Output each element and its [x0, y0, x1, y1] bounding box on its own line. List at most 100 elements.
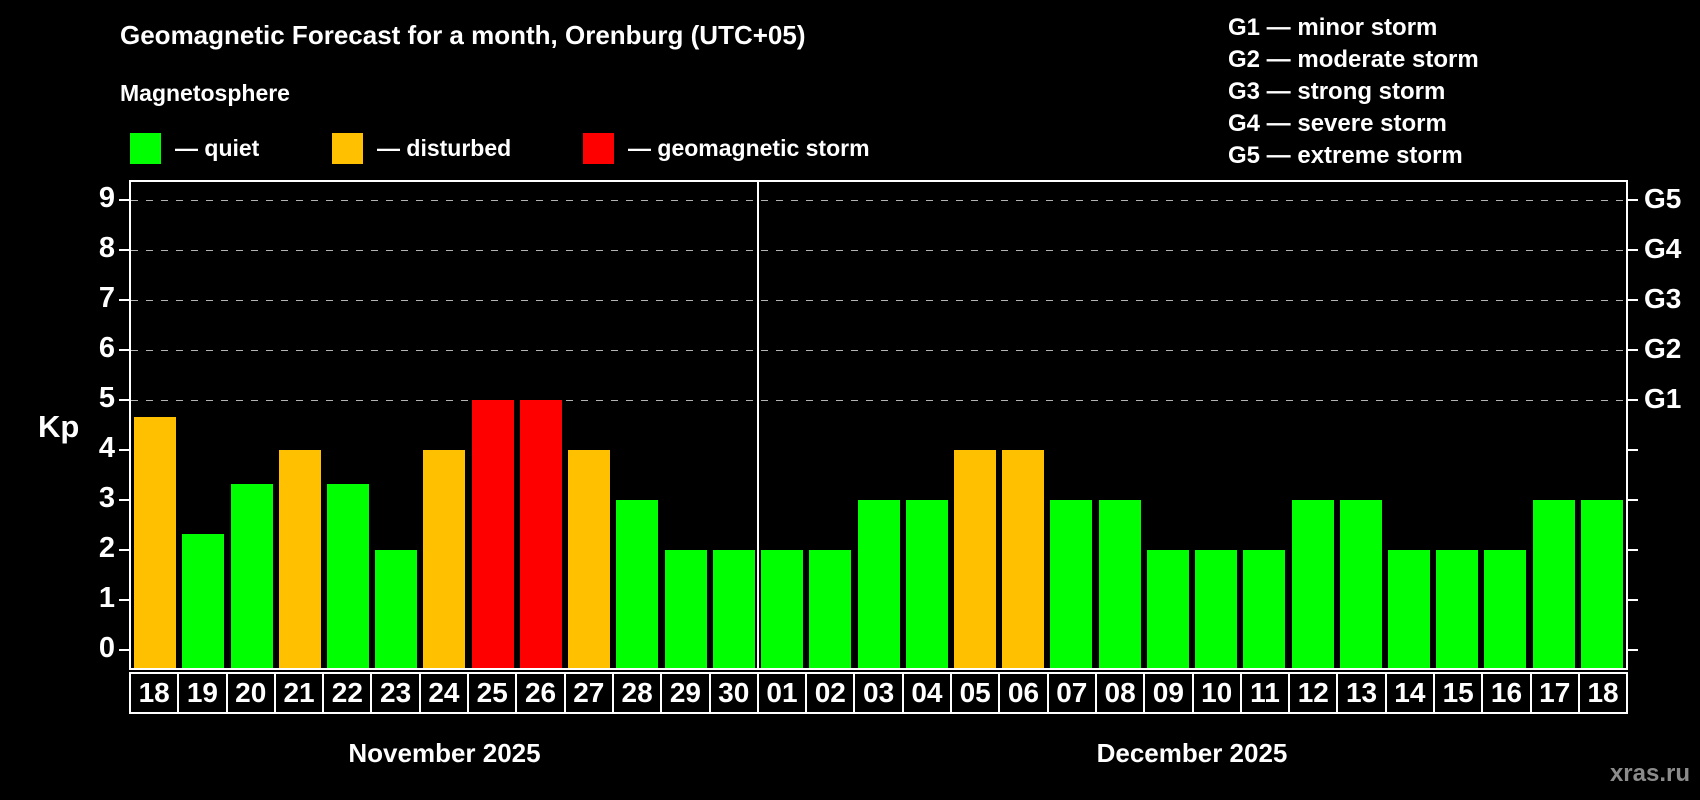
bar-day-09: [1146, 550, 1189, 668]
bar-day-10: [1195, 550, 1238, 668]
y-tick-label-0: 0: [98, 632, 115, 664]
day-label-24: 24: [418, 672, 470, 714]
bar-day-28: [616, 500, 659, 668]
y-tick-left-8: [119, 249, 129, 251]
day-label-22: 22: [322, 672, 373, 714]
gridline-kp9: [131, 200, 1626, 201]
y-tick-right-9: [1628, 199, 1638, 201]
storm-scale-g4: G4 — severe storm: [1228, 110, 1447, 137]
day-label-23: 23: [370, 672, 421, 714]
bar-day-02: [809, 550, 852, 668]
bar-day-06: [1002, 450, 1045, 668]
chart-title: Geomagnetic Forecast for a month, Orenbu…: [120, 20, 806, 50]
storm-scale-g1: G1 — minor storm: [1228, 14, 1438, 41]
y-tick-left-3: [119, 499, 129, 501]
y-tick-label-9: 9: [98, 182, 115, 214]
bar-day-13: [1339, 500, 1382, 668]
y-tick-label-8: 8: [98, 232, 115, 264]
gridline-kp6: [131, 350, 1626, 351]
y-tick-left-4: [119, 449, 129, 451]
bar-day-12: [1291, 500, 1334, 668]
right-axis-label-g2: G2: [1644, 333, 1682, 364]
month-label-november: November 2025: [348, 738, 541, 768]
bar-day-11: [1243, 550, 1286, 668]
plot-area: 0 1 2 3 4 5 6 7 8 9 G1 G2 G3 G4 G5: [99, 180, 1681, 670]
bar-day-30: [712, 550, 755, 668]
y-tick-label-3: 3: [98, 482, 115, 514]
day-label-28: 28: [611, 672, 663, 714]
y-tick-label-4: 4: [98, 432, 115, 464]
day-label-30: 30: [708, 672, 759, 714]
chart-subtitle: Magnetosphere: [120, 80, 290, 106]
bar-day-20: [230, 483, 273, 668]
bar-day-26: [519, 400, 562, 668]
day-label-04: 04: [901, 672, 953, 714]
day-label-19: 19: [177, 672, 228, 714]
day-label-10: 10: [1191, 672, 1242, 714]
day-label-01: 01: [756, 672, 808, 714]
bar-day-15: [1436, 550, 1479, 668]
legend-label-disturbed: — disturbed: [377, 135, 512, 161]
y-tick-left-0: [119, 649, 129, 651]
storm-scale-legend: G1 — minor storm G2 — moderate storm G3 …: [1228, 12, 1479, 172]
day-label-09: 09: [1143, 672, 1194, 714]
day-label-06: 06: [998, 672, 1049, 714]
day-label-16: 16: [1481, 672, 1532, 714]
y-tick-left-9: [119, 199, 129, 201]
y-tick-right-3: [1628, 499, 1638, 501]
quiet-color-swatch: [130, 133, 161, 164]
day-label-03: 03: [853, 672, 904, 714]
bar-day-25: [471, 400, 514, 668]
bar-day-18: [1580, 500, 1623, 668]
y-tick-right-5: [1628, 399, 1638, 401]
storm-scale-g5: G5 — extreme storm: [1228, 142, 1463, 169]
bar-day-07: [1050, 500, 1093, 668]
legend-label-storm: — geomagnetic storm: [628, 135, 870, 161]
month-label-december: December 2025: [1096, 738, 1288, 768]
day-label-11: 11: [1239, 672, 1291, 714]
y-tick-right-6: [1628, 349, 1638, 351]
storm-scale-g2: G2 — moderate storm: [1228, 46, 1479, 73]
bar-day-16: [1484, 550, 1527, 668]
y-tick-right-4: [1628, 449, 1638, 451]
watermark: xras.ru: [1609, 760, 1690, 787]
gridline-kp7: [131, 300, 1626, 301]
bar-day-19: [182, 533, 225, 668]
bar-day-04: [905, 500, 948, 668]
day-label-12: 12: [1288, 672, 1339, 714]
day-label-18: 18: [129, 672, 180, 714]
legend-label-quiet: — quiet: [175, 135, 260, 161]
bar-day-14: [1387, 550, 1430, 668]
y-tick-left-2: [119, 549, 129, 551]
day-label-20: 20: [225, 672, 276, 714]
right-axis-label-g3: G3: [1644, 283, 1682, 314]
bar-day-18: [134, 416, 177, 668]
y-axis-title: Kp: [38, 409, 80, 444]
bar-day-23: [375, 550, 418, 668]
y-tick-label-5: 5: [98, 382, 115, 414]
day-label-15: 15: [1433, 672, 1484, 714]
right-axis-label-g4: G4: [1644, 233, 1682, 264]
legend-item-storm: — geomagnetic storm: [583, 133, 870, 164]
bar-day-03: [857, 500, 900, 668]
bar-day-22: [327, 483, 370, 668]
bar-day-21: [278, 450, 321, 668]
y-tick-label-6: 6: [98, 332, 115, 364]
day-label-25: 25: [467, 672, 518, 714]
y-tick-right-7: [1628, 299, 1638, 301]
bar-day-17: [1532, 500, 1575, 668]
right-axis-label-g5: G5: [1644, 183, 1682, 214]
y-tick-right-1: [1628, 599, 1638, 601]
day-label-14: 14: [1384, 672, 1436, 714]
bar-day-24: [423, 450, 466, 668]
y-tick-left-5: [119, 399, 129, 401]
bar-day-27: [568, 450, 611, 668]
day-label-18: 18: [1577, 672, 1629, 714]
x-axis-day-labels: 18 19 20 21 22 23 24 25 26 27 28 29 30 01 02 03 04 05 06 07…: [129, 672, 1629, 714]
disturbed-color-swatch: [332, 133, 363, 164]
storm-scale-g3: G3 — strong storm: [1228, 78, 1446, 105]
gridline-kp8: [131, 250, 1626, 251]
bar-day-29: [664, 550, 707, 668]
y-tick-left-1: [119, 599, 129, 601]
